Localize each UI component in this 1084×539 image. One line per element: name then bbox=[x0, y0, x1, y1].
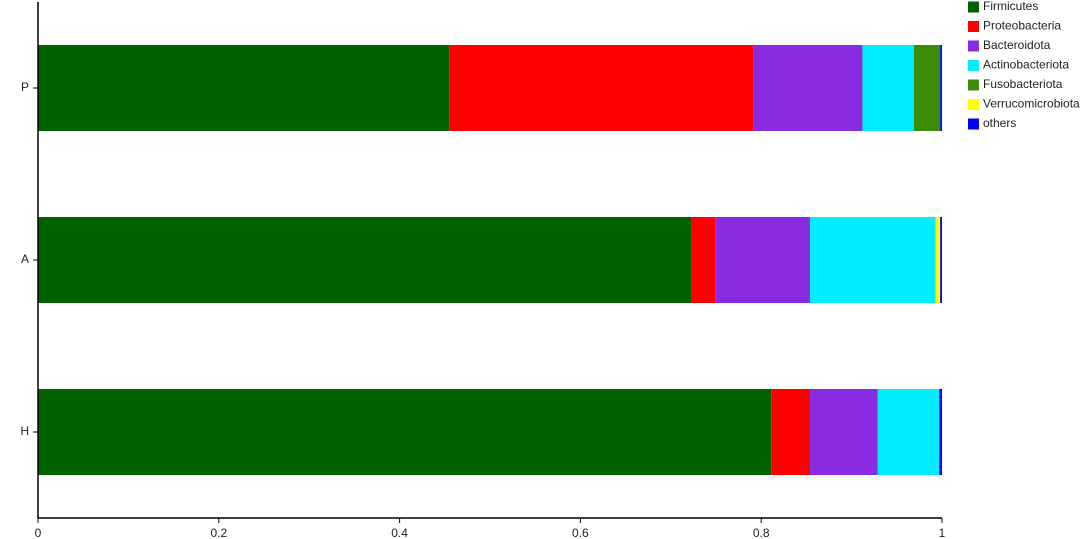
bar-segment bbox=[940, 217, 942, 303]
bar-segment bbox=[939, 389, 942, 475]
bar-segment bbox=[935, 217, 941, 303]
legend-label: Verrucomicrobiota bbox=[983, 97, 1080, 111]
bar-segment bbox=[38, 45, 450, 131]
x-tick-label: 0.4 bbox=[391, 526, 408, 539]
legend-label: Bacteroidota bbox=[983, 38, 1051, 52]
x-tick-label: 0.2 bbox=[210, 526, 227, 539]
legend-label: Firmicutes bbox=[983, 0, 1038, 13]
bar-segment bbox=[449, 45, 754, 131]
x-tick-label: 0 bbox=[35, 526, 42, 539]
legend-label: Proteobacteria bbox=[983, 19, 1061, 33]
legend-swatch bbox=[968, 1, 979, 13]
y-tick-label: A bbox=[21, 252, 29, 266]
x-tick-label: 1 bbox=[939, 526, 946, 539]
legend-swatch bbox=[968, 79, 979, 91]
bar-segment bbox=[810, 217, 936, 303]
bar-segment bbox=[913, 45, 941, 131]
legend-swatch bbox=[968, 60, 979, 71]
legend-swatch bbox=[968, 21, 979, 32]
bar-segment bbox=[753, 45, 863, 131]
legend-swatch bbox=[968, 40, 979, 52]
x-tick-label: 0.6 bbox=[572, 526, 589, 539]
legend-swatch bbox=[968, 118, 979, 130]
y-tick-label: P bbox=[21, 80, 29, 94]
x-tick-label: 0.8 bbox=[753, 526, 770, 539]
bar-segment bbox=[940, 45, 942, 131]
y-tick-label: H bbox=[20, 424, 29, 438]
bar-segment bbox=[862, 45, 914, 131]
bar-segment bbox=[715, 217, 811, 303]
legend-label: Actinobacteriota bbox=[983, 58, 1069, 72]
legend-swatch bbox=[968, 99, 979, 110]
bar-segment bbox=[810, 389, 878, 475]
bar-segment bbox=[38, 389, 772, 475]
bar-segment bbox=[691, 217, 716, 303]
legend-label: Fusobacteriota bbox=[983, 77, 1063, 91]
legend-label: others bbox=[983, 116, 1016, 130]
bar-segment bbox=[771, 389, 811, 475]
bar-segment bbox=[38, 217, 692, 303]
bar-segment bbox=[877, 389, 940, 475]
